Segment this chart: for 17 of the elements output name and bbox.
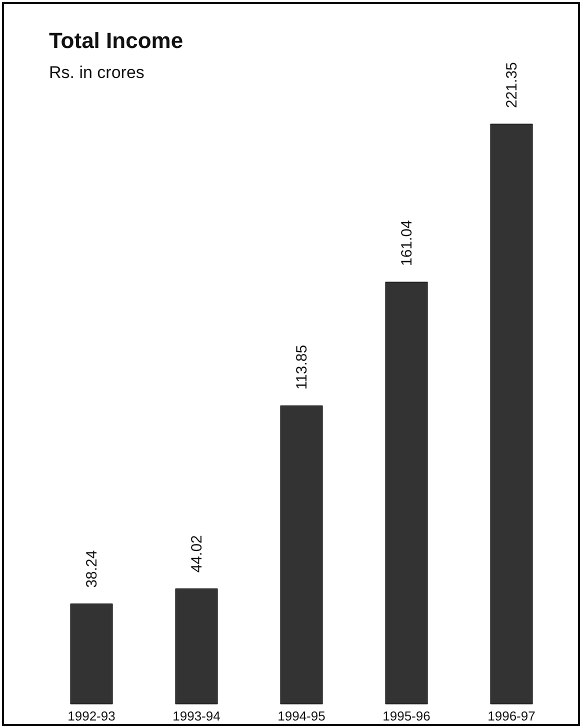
bar: [280, 405, 323, 704]
data-label: 44.02: [188, 535, 206, 573]
bar: [70, 604, 113, 704]
chart-title: Total Income: [49, 28, 184, 54]
data-label: 113.85: [294, 344, 310, 390]
x-tick-label: 1994-95: [278, 708, 326, 724]
data-label: 38.24: [84, 550, 100, 588]
chart-subtitle: Rs. in crores: [49, 63, 144, 82]
x-tick-label: 1996-97: [488, 708, 536, 724]
bar: [175, 588, 218, 704]
bar: [385, 282, 428, 704]
x-tick-label: 1992-93: [68, 708, 116, 724]
bar: [490, 124, 533, 704]
x-tick-label: 1995-96: [382, 708, 430, 724]
data-label: 221.35: [504, 62, 520, 108]
data-label: 161.04: [398, 220, 416, 266]
x-tick-label: 1993-94: [172, 708, 220, 724]
